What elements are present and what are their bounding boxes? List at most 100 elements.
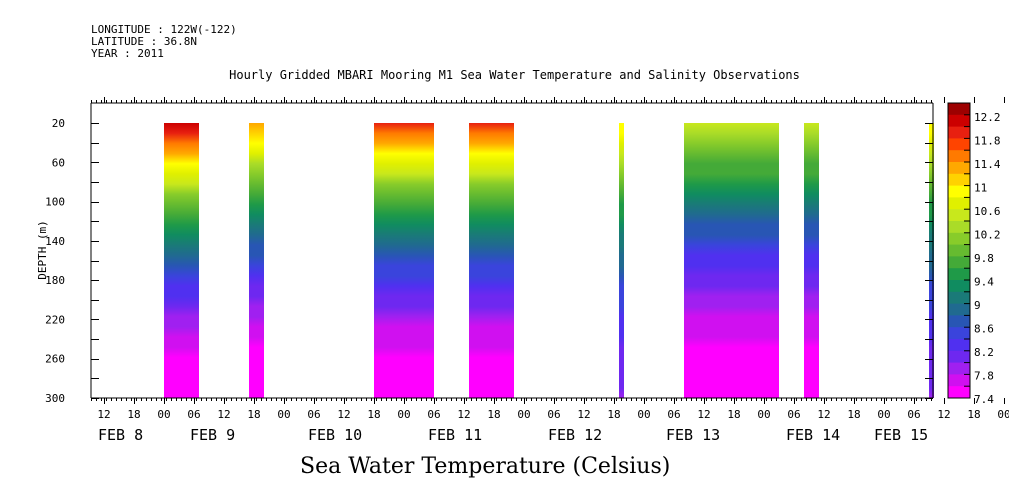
year-label: YEAR : 2011 (91, 47, 164, 60)
x-hour-tick-label: 06 (187, 408, 200, 421)
colorbar-cell (948, 185, 970, 198)
x-hour-tick-label: 06 (547, 408, 560, 421)
data-block (929, 123, 934, 398)
colorbar-cell (948, 221, 970, 234)
colorbar-tick-label: 8.6 (974, 323, 994, 336)
data-block (619, 123, 624, 398)
colorbar-tick-label: 7.8 (974, 370, 994, 383)
x-day-label: FEB 11 (428, 426, 482, 444)
colorbar-cell (948, 173, 970, 187)
colorbar-tick-label: 7.4 (974, 393, 994, 406)
x-hour-tick-label: 12 (217, 408, 230, 421)
colorbar-tick-label: 11.8 (974, 135, 1001, 148)
x-hour-tick-label: 00 (877, 408, 890, 421)
colorbar-cell (948, 350, 970, 364)
x-hour-tick-label: 06 (427, 408, 440, 421)
colorbar-cell (948, 303, 970, 316)
x-hour-tick-label: 12 (937, 408, 950, 421)
colorbar-tick-label: 9 (974, 299, 981, 312)
x-hour-tick-label: 06 (787, 408, 800, 421)
colorbar-cell (948, 138, 970, 151)
x-day-label: FEB 14 (786, 426, 840, 444)
x-day-label: FEB 12 (548, 426, 602, 444)
x-hour-tick-label: 00 (757, 408, 770, 421)
data-block (684, 123, 779, 398)
colorbar-tick-label: 11 (974, 182, 987, 195)
y-tick-label: 100 (45, 196, 65, 209)
colorbar-cell (948, 256, 970, 269)
y-tick-label: 20 (52, 117, 65, 130)
colorbar-cell (948, 291, 970, 305)
y-tick-label: 60 (52, 156, 65, 169)
x-hour-tick-label: 00 (397, 408, 410, 421)
colorbar-tick-label: 12.2 (974, 111, 1001, 124)
colorbar-cell (948, 315, 970, 328)
x-day-label: FEB 15 (874, 426, 928, 444)
colorbar-tick-label: 11.4 (974, 158, 1001, 171)
colorbar-cell (948, 339, 970, 352)
x-hour-tick-label: 06 (307, 408, 320, 421)
colorbar-cell (948, 362, 970, 375)
colorbar-tick-label: 10.2 (974, 229, 1001, 242)
colorbar-cell (948, 150, 970, 163)
data-block (249, 123, 264, 398)
y-tick-label: 300 (45, 392, 65, 405)
x-hour-tick-label: 00 (157, 408, 170, 421)
x-hour-tick-label: 18 (247, 408, 260, 421)
colorbar-cell (948, 268, 970, 281)
x-hour-tick-label: 12 (97, 408, 110, 421)
x-hour-tick-label: 18 (487, 408, 500, 421)
colorbar-cell (948, 232, 970, 246)
x-hour-tick-label: 00 (997, 408, 1009, 421)
colorbar-cell (948, 103, 970, 116)
x-hour-tick-label: 12 (457, 408, 470, 421)
x-hour-tick-label: 18 (967, 408, 980, 421)
x-axis-label: Sea Water Temperature (Celsius) (300, 454, 671, 479)
x-hour-tick-label: 00 (517, 408, 530, 421)
data-block (374, 123, 434, 398)
colorbar-cell (948, 197, 970, 210)
x-hour-tick-label: 12 (697, 408, 710, 421)
x-hour-tick-label: 06 (907, 408, 920, 421)
y-axis-label: DEPTH (m) (36, 220, 49, 280)
x-hour-tick-label: 12 (337, 408, 350, 421)
x-hour-tick-label: 12 (577, 408, 590, 421)
colorbar-tick-label: 9.8 (974, 252, 994, 265)
x-day-label: FEB 13 (666, 426, 720, 444)
colorbar-cell (948, 386, 970, 399)
x-hour-tick-label: 06 (667, 408, 680, 421)
y-tick-label: 180 (45, 274, 65, 287)
x-hour-tick-label: 00 (277, 408, 290, 421)
colorbar-cell (948, 327, 970, 340)
x-day-label: FEB 10 (308, 426, 362, 444)
x-hour-tick-label: 18 (607, 408, 620, 421)
chart-title: Hourly Gridded MBARI Mooring M1 Sea Wate… (229, 68, 800, 82)
x-hour-tick-label: 18 (847, 408, 860, 421)
colorbar-tick-label: 8.2 (974, 346, 994, 359)
colorbar-cell (948, 209, 970, 222)
colorbar-tick-label: 9.4 (974, 276, 994, 289)
y-tick-label: 260 (45, 353, 65, 366)
colorbar-cell (948, 280, 970, 293)
data-block (804, 123, 819, 398)
x-day-label: FEB 9 (190, 426, 235, 444)
x-hour-tick-label: 18 (727, 408, 740, 421)
x-hour-tick-label: 18 (367, 408, 380, 421)
colorbar-frame (947, 102, 971, 399)
x-hour-tick-label: 18 (127, 408, 140, 421)
colorbar-cell (948, 374, 970, 387)
x-day-label: FEB 8 (98, 426, 143, 444)
x-hour-tick-label: 00 (637, 408, 650, 421)
data-block (164, 123, 199, 398)
longitude-label: LONGITUDE : 122W(-122) (91, 23, 237, 36)
colorbar-tick-label: 10.6 (974, 205, 1001, 218)
latitude-label: LATITUDE : 36.8N (91, 35, 197, 48)
data-block (469, 123, 514, 398)
colorbar-cell (948, 244, 970, 257)
y-tick-label: 140 (45, 235, 65, 248)
colorbar-cell (948, 162, 970, 175)
colorbar-cell (948, 126, 970, 139)
y-tick-label: 220 (45, 313, 65, 326)
colorbar-cell (948, 114, 970, 128)
